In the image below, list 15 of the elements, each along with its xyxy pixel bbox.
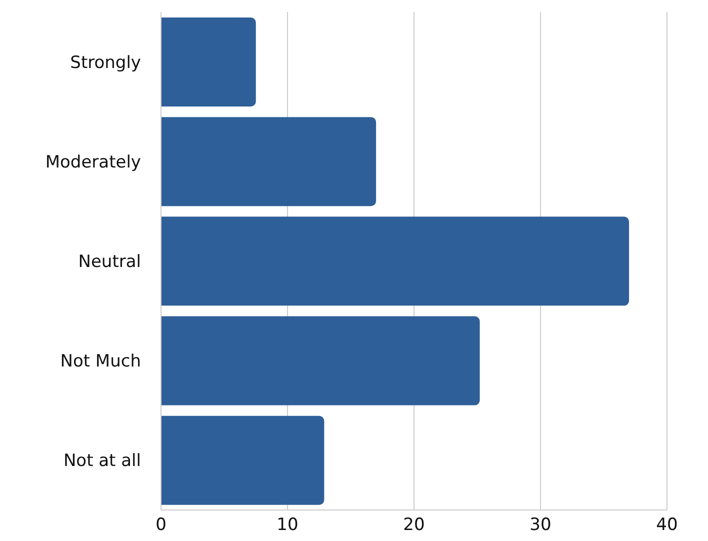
x-tick-label: 0 — [156, 515, 166, 536]
x-tick-label: 30 — [530, 515, 552, 536]
x-tick-label: 10 — [276, 515, 298, 536]
x-tick-label: 20 — [403, 515, 425, 536]
y-tick-label: Moderately — [45, 152, 141, 172]
y-tick-label: Not Much — [60, 352, 141, 372]
y-tick-label: Not at all — [63, 451, 141, 472]
bar — [161, 17, 256, 106]
y-tick-label: Strongly — [70, 52, 141, 73]
bar — [161, 416, 324, 505]
y-tick-label: Neutral — [78, 252, 141, 272]
x-tick-label: 40 — [656, 515, 678, 536]
bar — [161, 316, 480, 406]
bar — [161, 117, 376, 206]
bar — [161, 216, 630, 306]
